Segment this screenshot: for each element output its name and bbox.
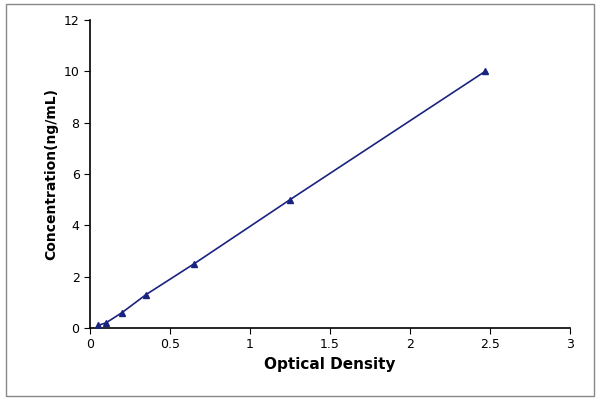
Y-axis label: Concentration(ng/mL): Concentration(ng/mL) [44,88,58,260]
X-axis label: Optical Density: Optical Density [264,357,396,372]
